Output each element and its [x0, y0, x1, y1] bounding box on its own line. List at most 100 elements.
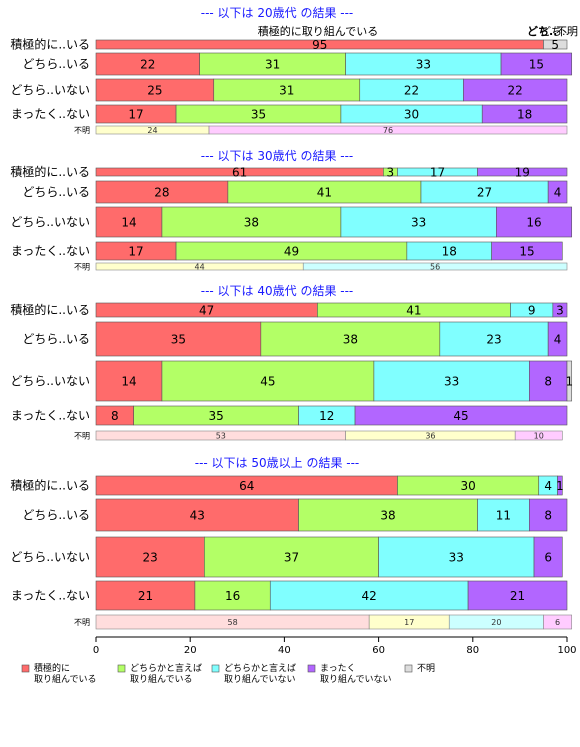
bar-value-label: 4 [554, 186, 562, 200]
bar-segment [491, 241, 563, 261]
bar-value-label: 30 [460, 479, 475, 493]
bar-value-label: 25 [147, 84, 162, 98]
bar-value-label: 22 [508, 84, 523, 98]
bar-value-label: 22 [404, 84, 419, 98]
bar-segment [552, 302, 568, 318]
panel-title: --- 以下は 30歳代 の結果 --- [201, 149, 354, 163]
legend-label: 取り組んでいない [320, 673, 392, 685]
row-label: どちら..いない [10, 83, 90, 97]
bar-segment [547, 321, 568, 357]
header-label-right-b: どち.. [540, 25, 569, 38]
bar-value-label: 47 [199, 304, 214, 318]
bar-value-label: 15 [529, 58, 544, 72]
row-label: どちら..いない [10, 374, 90, 388]
bar-segment [557, 475, 563, 496]
row-label: 積極的に..いる [10, 37, 90, 52]
row-label: どちら..いない [10, 550, 90, 564]
bar-value-label: 45 [260, 375, 275, 389]
legend-label: 積極的に [34, 662, 70, 674]
bar-value-label: 28 [154, 186, 169, 200]
bar-value-label: 35 [208, 409, 223, 423]
bar-value-label: 16 [225, 589, 240, 603]
bar-segment [378, 536, 535, 578]
bar-value-label: 31 [279, 84, 294, 98]
bar-value-label: 8 [544, 509, 552, 523]
legend-swatch [307, 664, 316, 673]
x-tick-label: 80 [466, 645, 479, 656]
unknown-row-label: 不明 [74, 126, 90, 135]
bar-value-label: 6 [544, 551, 552, 565]
bar-segment [529, 360, 568, 402]
bar-value-label: 38 [380, 509, 395, 523]
bar-value-label: 37 [284, 551, 299, 565]
legend-swatch [117, 664, 126, 673]
header-label-right-a: どち.. [527, 25, 557, 38]
bar-segment [477, 167, 568, 177]
unknown-value-label: 6 [555, 618, 560, 627]
bar-value-label: 11 [496, 509, 511, 523]
bar-value-label: 31 [265, 58, 280, 72]
bar-value-label: 17 [128, 108, 143, 122]
bar-value-label: 15 [519, 245, 534, 259]
bar-value-label: 41 [317, 186, 332, 200]
unknown-row-label: 不明 [74, 432, 90, 441]
row-label: まったく..ない [11, 244, 90, 258]
legend-swatch [21, 664, 30, 673]
bar-value-label: 8 [111, 409, 119, 423]
legend-swatch [404, 664, 413, 673]
bar-value-label: 49 [284, 245, 299, 259]
bar-value-label: 23 [143, 551, 158, 565]
header-label-right-c: 不明 [556, 25, 578, 38]
unknown-value-label: 20 [491, 618, 501, 627]
x-tick-label: 60 [372, 645, 385, 656]
row-label: どちら..いる [22, 57, 90, 71]
bar-segment [298, 498, 478, 532]
bar-value-label: 21 [510, 589, 525, 603]
bar-segment [269, 580, 469, 611]
row-label: 積極的に..いる [10, 164, 90, 179]
bar-segment [533, 536, 563, 578]
unknown-value-label: 76 [383, 126, 393, 135]
bar-value-label: 1 [556, 479, 564, 493]
unknown-segment [208, 125, 568, 135]
bar-segment [161, 360, 375, 402]
bar-value-label: 17 [128, 245, 143, 259]
bar-value-label: 38 [343, 333, 358, 347]
bar-segment [496, 206, 573, 238]
header-label-center: 積極的に取り組んでいる [258, 24, 378, 38]
bar-value-label: 18 [442, 245, 457, 259]
unknown-segment [302, 262, 568, 271]
x-tick-label: 0 [93, 645, 99, 656]
bar-value-label: 43 [190, 509, 205, 523]
bar-value-label: 33 [444, 375, 459, 389]
panel-title: --- 以下は 20歳代 の結果 --- [201, 6, 354, 20]
row-label: どちら..いる [22, 185, 90, 199]
bar-segment [260, 321, 441, 357]
bar-value-label: 42 [362, 589, 377, 603]
bar-value-label: 21 [138, 589, 153, 603]
bar-value-label: 5 [551, 38, 559, 52]
bar-value-label: 22 [140, 58, 155, 72]
bar-segment [354, 405, 568, 426]
bar-value-label: 14 [121, 216, 136, 230]
bar-segment [95, 321, 262, 357]
bar-value-label: 30 [404, 108, 419, 122]
bar-segment [543, 39, 568, 50]
row-label: 積極的に..いる [10, 478, 90, 493]
legend-label: どちらかと言えば [130, 662, 202, 674]
legend-label: 取り組んでいる [34, 673, 97, 685]
row-label: まったく..ない [11, 107, 90, 121]
bar-value-label: 95 [312, 38, 327, 52]
x-tick-label: 20 [184, 645, 197, 656]
bar-value-label: 64 [239, 479, 254, 493]
x-tick-label: 40 [278, 645, 291, 656]
row-label: まったく..ない [11, 409, 90, 423]
bar-value-label: 4 [544, 479, 552, 493]
unknown-value-label: 24 [147, 126, 157, 135]
bar-value-label: 4 [554, 333, 562, 347]
bar-value-label: 61 [232, 166, 247, 180]
bar-value-label: 19 [515, 166, 530, 180]
legend-label: 取り組んでいない [224, 673, 296, 685]
bar-segment [439, 321, 549, 357]
